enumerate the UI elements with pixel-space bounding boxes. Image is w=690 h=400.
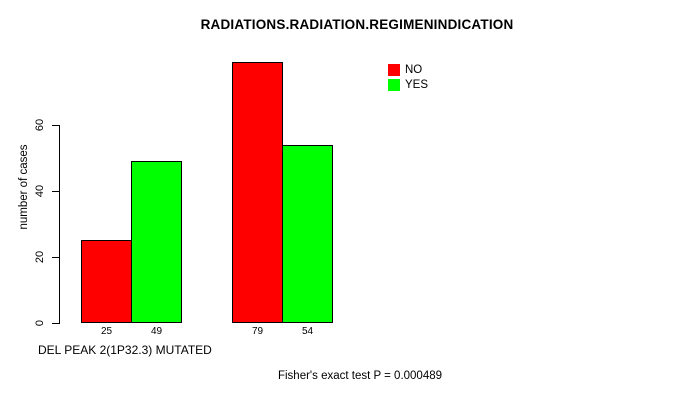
chart-title: RADIATIONS.RADIATION.REGIMENINDICATION bbox=[200, 17, 514, 32]
y-tick-label: 20 bbox=[34, 250, 46, 264]
y-tick-mark bbox=[52, 257, 59, 258]
legend-swatch-no bbox=[388, 63, 400, 76]
y-tick-label: 40 bbox=[34, 184, 46, 198]
y-axis-label: number of cases bbox=[18, 144, 30, 230]
bar-yes-group2 bbox=[282, 145, 333, 323]
fisher-test-footnote: Fisher's exact test P = 0.000489 bbox=[277, 370, 443, 382]
y-axis bbox=[59, 125, 60, 324]
y-tick-label: 60 bbox=[34, 118, 46, 132]
bar-no-group2 bbox=[232, 62, 283, 323]
y-tick-mark bbox=[52, 323, 59, 324]
y-tick-mark bbox=[52, 191, 59, 192]
x-axis-label: DEL PEAK 2(1P32.3) MUTATED bbox=[38, 343, 212, 357]
bar-yes-group1 bbox=[131, 161, 182, 323]
y-tick-mark bbox=[52, 125, 59, 126]
legend-item-yes: YES bbox=[388, 77, 428, 92]
legend-label: NO bbox=[405, 63, 423, 76]
bar-no-group1 bbox=[81, 240, 132, 323]
bar-value-label: 54 bbox=[301, 326, 314, 337]
bar-value-label: 49 bbox=[150, 326, 163, 337]
legend-swatch-yes bbox=[388, 78, 400, 91]
legend-item-no: NO bbox=[388, 62, 428, 77]
legend-label: YES bbox=[405, 78, 429, 91]
bar-value-label: 79 bbox=[251, 326, 264, 337]
bar-value-label: 25 bbox=[100, 326, 113, 337]
legend: NO YES bbox=[388, 62, 428, 92]
y-tick-label: 0 bbox=[34, 319, 46, 327]
